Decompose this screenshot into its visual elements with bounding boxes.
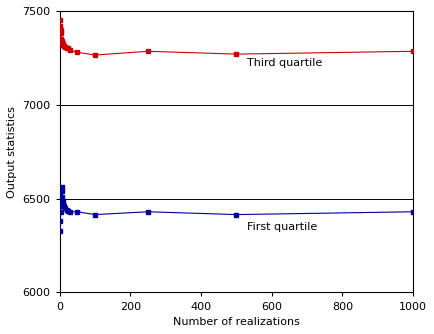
X-axis label: Number of realizations: Number of realizations	[173, 317, 300, 327]
Text: Third quartile: Third quartile	[247, 58, 322, 68]
Text: First quartile: First quartile	[247, 222, 317, 232]
Y-axis label: Output statistics: Output statistics	[7, 106, 17, 198]
